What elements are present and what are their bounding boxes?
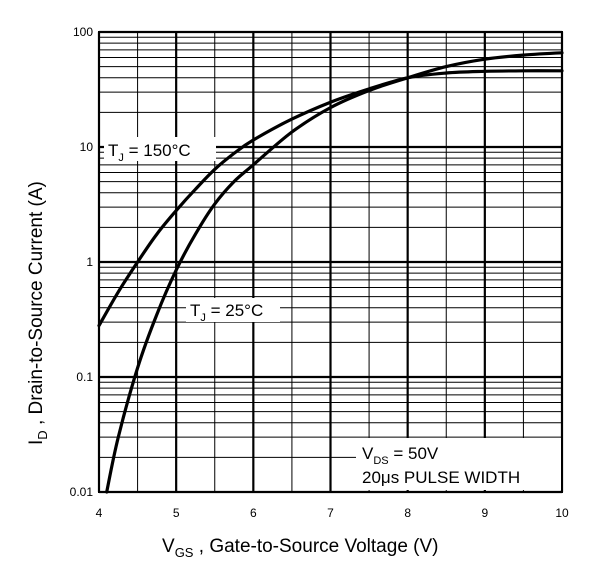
- label-bg-tj25: [186, 298, 280, 322]
- plot-frame: [98, 31, 563, 493]
- curve-tj-150c: [97, 69, 564, 328]
- conditions-box: [356, 438, 561, 490]
- y-tick-label: 0.01: [70, 485, 94, 499]
- annotation-tj-25: TJ = 25°C: [190, 301, 263, 324]
- x-tick-label: 5: [173, 506, 180, 520]
- curve-tj-25c: [105, 51, 564, 494]
- x-tick-label: 9: [481, 506, 488, 520]
- x-tick-label: 4: [96, 506, 103, 520]
- curves: [97, 51, 564, 494]
- annotation-tj-150: TJ = 150°C: [108, 141, 191, 164]
- label-bg-tj150: [104, 137, 216, 161]
- grid-lines: [97, 30, 564, 494]
- y-tick-label: 0.1: [76, 370, 93, 384]
- x-tick-label: 6: [250, 506, 257, 520]
- annotation-vds: VDS = 50V: [362, 444, 439, 467]
- x-axis-title: VGS , Gate-to-Source Voltage (V): [162, 536, 439, 560]
- y-tick-label: 100: [73, 25, 93, 39]
- x-tick-label: 8: [404, 506, 411, 520]
- tick-labels: 4 5 6 7 8 9 10 0.01 0.1 1 10 100: [70, 25, 569, 520]
- annotation-pulse-width: 20μs PULSE WIDTH: [362, 468, 520, 487]
- x-tick-label: 10: [555, 506, 569, 520]
- y-tick-label: 10: [80, 140, 94, 154]
- x-tick-label: 7: [327, 506, 334, 520]
- y-tick-label: 1: [86, 255, 93, 269]
- y-axis-title: ID , Drain-to-Source Current (A): [26, 181, 50, 445]
